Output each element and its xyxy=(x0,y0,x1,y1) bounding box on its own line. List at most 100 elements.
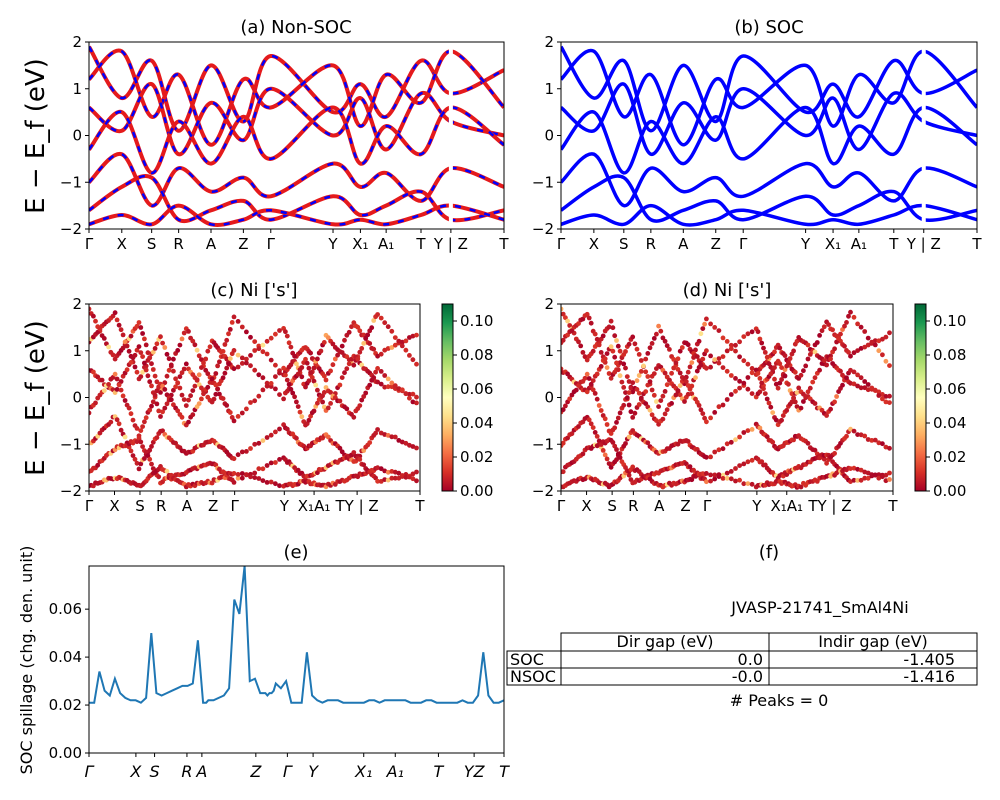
scatter-point xyxy=(407,353,412,358)
scatter-point xyxy=(784,408,790,413)
scatter-point xyxy=(299,374,305,380)
band-line-blue xyxy=(561,48,977,147)
y-tick-label: 0.02 xyxy=(49,696,82,714)
band-line-red xyxy=(89,48,504,147)
scatter-point xyxy=(865,387,871,393)
scatter-point xyxy=(675,367,681,372)
scatter-point xyxy=(162,405,168,411)
scatter-point xyxy=(757,425,763,431)
scatter-point xyxy=(196,401,202,406)
scatter-point xyxy=(604,365,610,370)
scatter-point xyxy=(371,318,377,323)
scatter-point xyxy=(636,390,642,396)
scatter-point xyxy=(724,475,730,481)
scatter-point xyxy=(851,350,857,356)
scatter-point xyxy=(273,374,278,379)
scatter-point xyxy=(304,360,310,366)
scatter-point xyxy=(136,320,142,325)
scatter-point xyxy=(792,369,798,375)
scatter-point xyxy=(91,369,96,375)
scatter-point xyxy=(414,332,419,338)
scatter-point xyxy=(220,375,226,381)
scatter-point xyxy=(617,410,623,416)
scatter-point xyxy=(630,380,636,386)
scatter-point xyxy=(791,395,796,401)
scatter-point xyxy=(399,439,405,445)
scatter-point xyxy=(883,444,889,450)
scatter-point xyxy=(231,480,237,485)
scatter-point xyxy=(367,440,373,445)
scatter-point xyxy=(378,369,384,374)
scatter-point xyxy=(779,365,784,370)
scatter-point xyxy=(268,432,274,438)
scatter-point xyxy=(770,410,776,415)
scatter-point xyxy=(712,472,718,478)
scatter-point xyxy=(346,329,352,335)
scatter-point xyxy=(812,401,818,406)
scatter-point xyxy=(140,369,146,375)
scatter-point xyxy=(213,382,219,388)
scatter-point xyxy=(876,475,882,481)
x-tick-label: Γ xyxy=(283,762,293,781)
scatter-point xyxy=(128,360,134,365)
scatter-point xyxy=(351,450,357,455)
y-tick-label: −1 xyxy=(532,173,554,191)
scatter-point xyxy=(173,376,179,382)
scatter-point xyxy=(828,406,833,412)
scatter-point xyxy=(295,371,301,377)
scatter-point xyxy=(862,379,868,384)
scatter-point xyxy=(584,357,590,363)
scatter-point xyxy=(134,347,140,353)
scatter-point xyxy=(720,476,726,481)
scatter-point xyxy=(138,428,144,433)
scatter-point xyxy=(284,333,290,339)
scatter-point xyxy=(667,347,672,352)
scatter-point xyxy=(268,479,274,485)
scatter-point xyxy=(373,369,378,375)
scatter-point xyxy=(217,359,222,365)
scatter-point xyxy=(297,409,303,415)
y-tick-label: 0 xyxy=(544,127,554,145)
scatter-point xyxy=(149,403,154,409)
scatter-point xyxy=(700,356,706,362)
scatter-point xyxy=(392,475,398,481)
colorbar-tick-label: 0.02 xyxy=(460,448,493,466)
panel-e-soc-spillage: 0.000.020.040.06Γ X S R A Z Γ Y X₁ A₁ T YZ T xyxy=(49,565,510,781)
scatter-point xyxy=(671,365,677,371)
scatter-point xyxy=(724,441,730,447)
band-line-blue-dashed xyxy=(89,174,504,223)
scatter-point xyxy=(561,311,566,317)
scatter-point xyxy=(647,379,653,384)
scatter-point xyxy=(561,366,564,372)
scatter-point xyxy=(281,365,286,371)
scatter-point xyxy=(166,356,172,362)
scatter-point xyxy=(803,363,809,369)
scatter-point xyxy=(696,338,702,344)
scatter-point xyxy=(382,320,388,326)
scatter-point xyxy=(264,338,270,344)
scatter-point xyxy=(824,460,829,466)
scatter-point xyxy=(337,382,343,388)
scatter-point xyxy=(824,413,829,418)
scatter-point xyxy=(817,333,822,338)
scatter-point xyxy=(120,393,126,399)
scatter-point xyxy=(260,342,266,348)
scatter-point xyxy=(256,476,262,481)
scatter-point xyxy=(728,373,734,378)
scatter-point xyxy=(704,419,709,425)
scatter-point xyxy=(561,469,566,475)
scatter-point xyxy=(704,471,709,476)
scatter-point xyxy=(222,342,228,347)
scatter-point xyxy=(596,403,602,408)
scatter-point xyxy=(628,409,634,415)
scatter-point xyxy=(152,373,158,379)
scatter-point xyxy=(389,475,395,481)
scatter-point xyxy=(256,440,262,446)
scatter-point xyxy=(724,368,730,374)
scatter-point xyxy=(679,345,685,350)
scatter-point xyxy=(252,339,258,344)
scatter-point xyxy=(130,453,136,458)
scatter-point xyxy=(136,435,142,441)
scatter-point xyxy=(158,414,163,419)
scatter-point xyxy=(869,385,875,391)
